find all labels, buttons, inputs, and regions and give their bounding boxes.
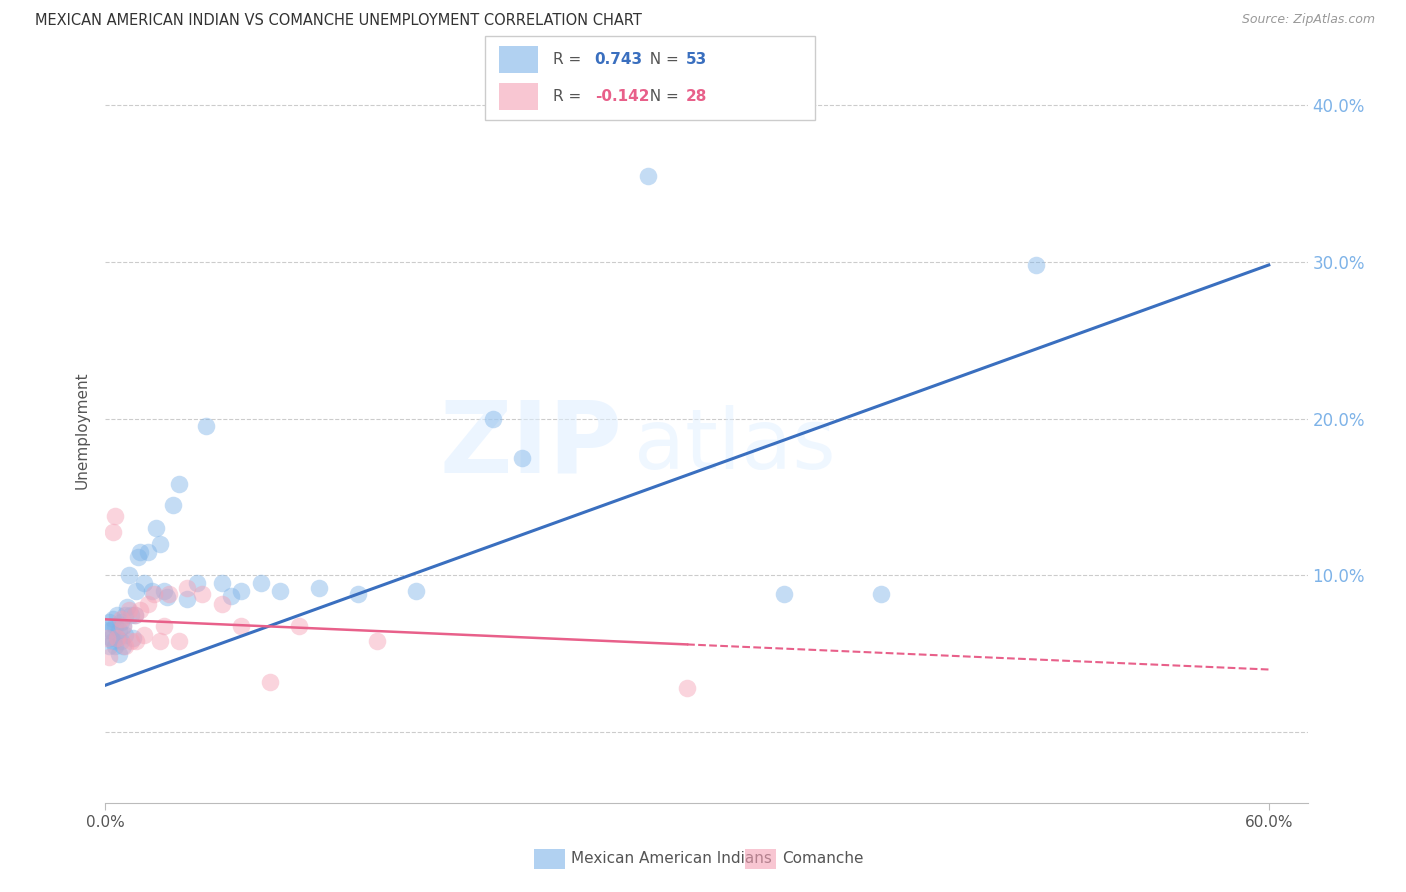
Point	[510, 450, 533, 465]
Text: R =: R =	[553, 89, 586, 103]
Point	[231, 584, 253, 599]
Point	[114, 628, 136, 642]
Point	[120, 607, 142, 622]
Point	[211, 597, 233, 611]
Y-axis label: Unemployment: Unemployment	[75, 372, 90, 489]
Point	[136, 545, 159, 559]
Point	[118, 568, 141, 582]
Point	[162, 498, 184, 512]
Text: MEXICAN AMERICAN INDIAN VS COMANCHE UNEMPLOYMENT CORRELATION CHART: MEXICAN AMERICAN INDIAN VS COMANCHE UNEM…	[35, 13, 643, 29]
Point	[105, 607, 128, 622]
Point	[346, 587, 368, 601]
Point	[127, 549, 149, 564]
Point	[124, 607, 146, 622]
Point	[159, 587, 181, 601]
Point	[98, 615, 121, 630]
Point	[1025, 258, 1047, 272]
Text: ZIP: ZIP	[440, 397, 623, 494]
Point	[108, 624, 131, 638]
Point	[111, 618, 134, 632]
Point	[308, 581, 330, 595]
Point	[156, 591, 179, 605]
Point	[103, 634, 125, 648]
Point	[366, 634, 388, 648]
Point	[149, 537, 172, 551]
Point	[167, 634, 190, 648]
Point	[121, 631, 143, 645]
Point	[110, 615, 132, 630]
Point	[105, 631, 128, 645]
Text: Mexican American Indians: Mexican American Indians	[571, 851, 772, 865]
Point	[167, 477, 190, 491]
Point	[676, 681, 699, 696]
Point	[108, 647, 131, 661]
Text: atlas: atlas	[634, 405, 837, 486]
Point	[110, 612, 132, 626]
Point	[120, 634, 142, 648]
Text: -0.142: -0.142	[595, 89, 650, 103]
Point	[152, 618, 174, 632]
Point	[195, 419, 218, 434]
Text: 0.743: 0.743	[595, 53, 643, 67]
Point	[186, 576, 208, 591]
Point	[870, 587, 893, 601]
Point	[125, 584, 148, 599]
Point	[110, 634, 132, 648]
Point	[269, 584, 291, 599]
Point	[134, 628, 156, 642]
Point	[105, 631, 128, 645]
Point	[288, 618, 311, 632]
Point	[405, 584, 427, 599]
Point	[637, 169, 659, 183]
Point	[114, 607, 136, 622]
Point	[129, 603, 152, 617]
Text: Source: ZipAtlas.com: Source: ZipAtlas.com	[1241, 13, 1375, 27]
Point	[103, 612, 125, 626]
Point	[96, 624, 118, 638]
Point	[211, 576, 233, 591]
Point	[773, 587, 796, 601]
Text: R =: R =	[553, 53, 586, 67]
Point	[249, 576, 271, 591]
Point	[100, 624, 122, 638]
Point	[129, 545, 152, 559]
Point	[152, 584, 174, 599]
Point	[191, 587, 214, 601]
Point	[142, 587, 165, 601]
Text: 28: 28	[686, 89, 707, 103]
Text: Comanche: Comanche	[782, 851, 863, 865]
Point	[100, 631, 122, 645]
Point	[114, 639, 136, 653]
Point	[141, 584, 163, 599]
Point	[259, 675, 281, 690]
Point	[115, 599, 138, 614]
Point	[111, 618, 134, 632]
Point	[103, 524, 125, 539]
Text: N =: N =	[640, 53, 683, 67]
Text: 53: 53	[686, 53, 707, 67]
Point	[104, 618, 127, 632]
Point	[136, 597, 159, 611]
Point	[98, 650, 121, 665]
Point	[482, 411, 505, 425]
Point	[104, 508, 127, 523]
Point	[125, 634, 148, 648]
Point	[176, 581, 198, 595]
Point	[134, 576, 156, 591]
Point	[176, 591, 198, 606]
Point	[231, 618, 253, 632]
Point	[221, 589, 243, 603]
Point	[98, 639, 121, 653]
Text: N =: N =	[640, 89, 683, 103]
Point	[111, 639, 134, 653]
Point	[104, 639, 127, 653]
Point	[118, 603, 141, 617]
Point	[145, 521, 167, 535]
Point	[149, 634, 172, 648]
Point	[96, 631, 118, 645]
Point	[124, 607, 146, 622]
